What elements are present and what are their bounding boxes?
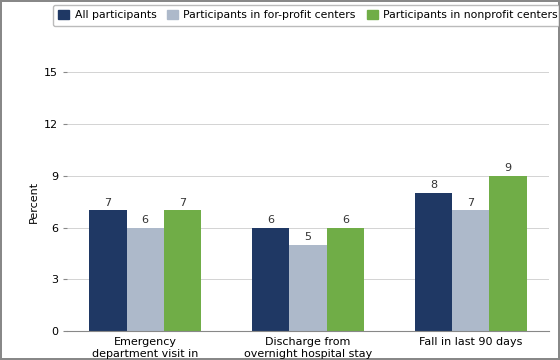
Text: 8: 8 — [430, 180, 437, 190]
Text: 7: 7 — [467, 198, 474, 208]
Y-axis label: Percent: Percent — [29, 180, 39, 223]
Text: 6: 6 — [267, 215, 274, 225]
Bar — [252, 228, 290, 331]
Bar — [489, 176, 527, 331]
Legend: All participants, Participants in for-profit centers, Participants in nonprofit : All participants, Participants in for-pr… — [53, 5, 560, 26]
Bar — [326, 228, 364, 331]
Text: 7: 7 — [104, 198, 111, 208]
Text: 5: 5 — [305, 232, 311, 242]
Bar — [164, 210, 202, 331]
Bar — [452, 210, 489, 331]
Bar — [89, 210, 127, 331]
Bar — [414, 193, 452, 331]
Text: 7: 7 — [179, 198, 186, 208]
Text: 6: 6 — [342, 215, 349, 225]
Bar — [127, 228, 164, 331]
Text: 9: 9 — [505, 163, 512, 173]
Bar — [290, 245, 326, 331]
Text: 6: 6 — [142, 215, 149, 225]
